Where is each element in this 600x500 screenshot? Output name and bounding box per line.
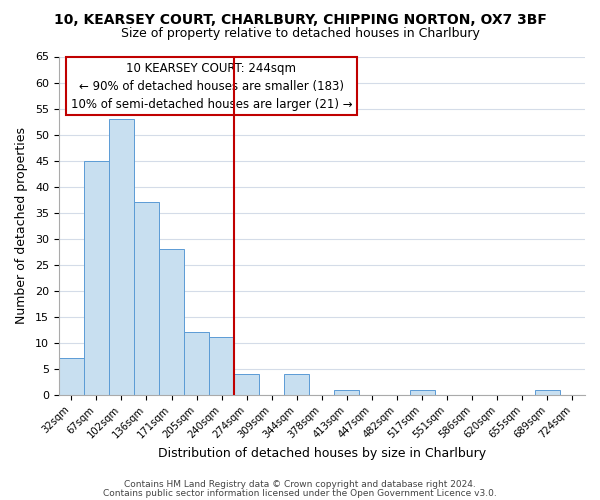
Text: Contains public sector information licensed under the Open Government Licence v3: Contains public sector information licen… — [103, 488, 497, 498]
Bar — [334, 390, 359, 394]
Bar — [284, 374, 310, 394]
Bar — [209, 338, 234, 394]
Text: 10 KEARSEY COURT: 244sqm
← 90% of detached houses are smaller (183)
10% of semi-: 10 KEARSEY COURT: 244sqm ← 90% of detach… — [71, 62, 352, 110]
Bar — [159, 249, 184, 394]
Y-axis label: Number of detached properties: Number of detached properties — [15, 127, 28, 324]
Bar — [234, 374, 259, 394]
Bar — [109, 119, 134, 394]
Bar — [59, 358, 84, 394]
Text: 10, KEARSEY COURT, CHARLBURY, CHIPPING NORTON, OX7 3BF: 10, KEARSEY COURT, CHARLBURY, CHIPPING N… — [53, 12, 547, 26]
Bar — [84, 160, 109, 394]
X-axis label: Distribution of detached houses by size in Charlbury: Distribution of detached houses by size … — [158, 447, 486, 460]
Text: Size of property relative to detached houses in Charlbury: Size of property relative to detached ho… — [121, 28, 479, 40]
Text: Contains HM Land Registry data © Crown copyright and database right 2024.: Contains HM Land Registry data © Crown c… — [124, 480, 476, 489]
Bar — [410, 390, 434, 394]
Bar — [134, 202, 159, 394]
Bar — [184, 332, 209, 394]
Bar — [535, 390, 560, 394]
